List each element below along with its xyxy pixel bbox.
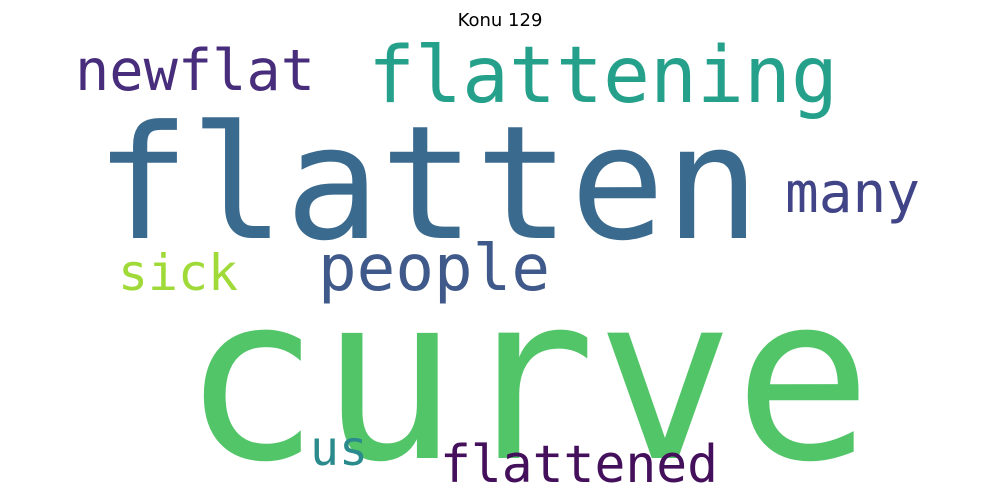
word-newflat: newflat	[75, 38, 315, 104]
word-people: people	[318, 231, 550, 306]
word-many: many	[785, 161, 920, 226]
word-flatten: flatten	[95, 93, 760, 276]
word-flattened: flattened	[440, 435, 718, 495]
word-flattening: flattening	[368, 31, 838, 121]
word-sick: sick	[118, 244, 238, 302]
word-curve: curve	[182, 246, 872, 500]
word-us: us	[310, 421, 368, 477]
chart-title: Konu 129	[457, 10, 543, 31]
